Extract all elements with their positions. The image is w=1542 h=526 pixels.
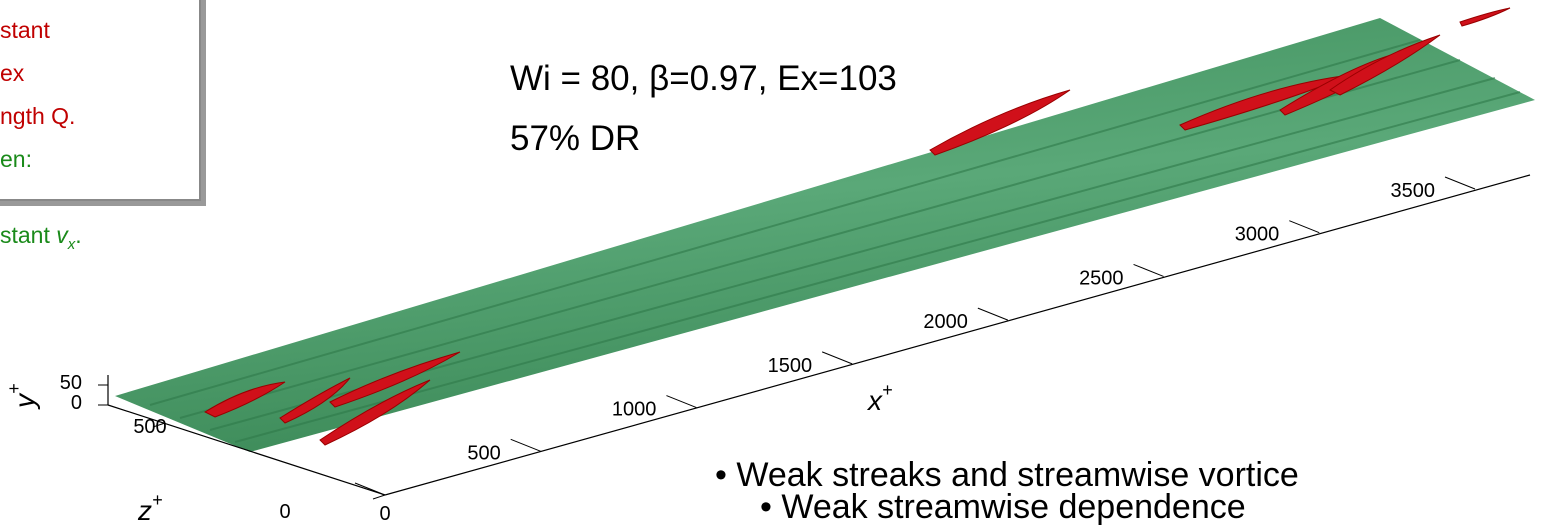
legend-line: stant (0, 17, 50, 43)
x-tick-label: 2500 (1079, 267, 1124, 289)
label-sup: + (152, 490, 163, 510)
title-line2: 57% DR (510, 119, 640, 158)
z-axis-label: z+ (137, 490, 163, 526)
legend-end: . (75, 222, 81, 248)
slide: stant ex ngth Q. en: stant vx. Wi = 80, β=0… (0, 0, 1542, 526)
y-axis-label: y+ (4, 383, 40, 410)
x-tick (666, 396, 696, 408)
y-tick-label: 50 (60, 372, 82, 394)
z-tick-label: 0 (279, 501, 290, 523)
x-tick-label: 3500 (1391, 180, 1436, 202)
legend-last: stant vx. (0, 222, 82, 253)
title-line1: Wi = 80, β=0.97, Ex=103 (510, 59, 897, 98)
bullet: • Weak streamwise dependence (760, 488, 1246, 526)
legend-line: ngth Q. (0, 103, 75, 129)
x-tick (978, 308, 1008, 320)
x-tick (1445, 177, 1475, 189)
y-tick-label: 0 (71, 392, 82, 414)
x-tick (355, 483, 385, 495)
legend-line: en: (0, 146, 32, 172)
x-tick-label: 500 (467, 442, 500, 464)
legend-line: ex (0, 60, 25, 86)
x-tick-label: 1500 (768, 355, 813, 377)
legend-text: stant (0, 222, 56, 248)
z-tick (373, 495, 385, 499)
x-tick-label: 1000 (612, 399, 657, 421)
x-tick-label: 2000 (923, 311, 968, 333)
label-sup: + (882, 380, 893, 400)
x-tick-label: 0 (379, 503, 390, 525)
x-tick (822, 352, 852, 364)
z-tick-label: 500 (133, 416, 166, 438)
label: z (137, 495, 152, 526)
label: x (866, 385, 883, 416)
x-tick (511, 439, 541, 451)
label-sup: + (4, 383, 24, 394)
x-tick-label: 3000 (1235, 224, 1280, 246)
x-tick (1289, 221, 1319, 233)
x-axis-label: x+ (866, 380, 893, 416)
x-tick (1134, 264, 1164, 276)
